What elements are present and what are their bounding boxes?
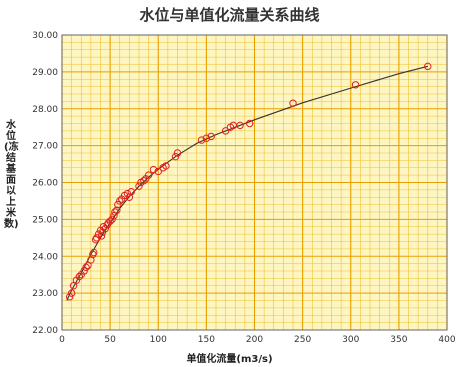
y-tick-label: 22.00 [32,326,58,336]
y-tick-label: 26.00 [32,179,58,189]
data-point [123,189,132,198]
data-point [69,282,78,290]
x-tick-label: 150 [198,335,215,345]
data-point [351,81,360,89]
data-point [75,272,84,281]
data-point [80,267,88,275]
y-tick-label: 28.00 [32,105,58,115]
data-point [104,219,112,227]
y-tick-label: 25.00 [32,215,58,225]
data-point [154,167,162,176]
data-point [149,165,158,174]
y-axis-label: 水位(冻结基面以上米数) [4,120,19,230]
data-point [82,263,90,272]
data-point [245,119,254,128]
data-point [108,215,116,224]
data-point [127,188,136,196]
x-tick-label: 300 [342,335,359,345]
y-tick-label: 23.00 [32,289,58,299]
data-point [101,224,110,233]
data-point [171,152,180,161]
data-point [144,171,153,179]
data-point [97,232,106,240]
data-point [197,136,206,144]
plot-frame [61,34,448,331]
y-tick-label: 27.00 [32,142,58,152]
y-tick-label: 30.00 [32,31,58,41]
x-tick-label: 350 [390,335,407,345]
data-point [113,206,121,214]
data-point [84,261,92,270]
data-point [173,149,182,157]
data-point [162,162,170,170]
x-tick-label: 400 [438,335,455,345]
data-point [221,127,230,135]
data-point [236,121,244,130]
x-tick-label: 200 [246,335,263,345]
x-tick-label: 0 [59,335,65,345]
x-tick-label: 250 [294,335,311,345]
data-point [114,200,122,209]
data-point [66,293,74,301]
data-point [99,223,108,231]
data-point [140,176,148,185]
data-point [92,234,101,242]
data-point [110,211,118,220]
x-tick-label: 50 [104,335,116,345]
data-point [90,248,98,257]
data-point [111,208,119,216]
data-point [67,289,76,297]
chart-title: 水位与单值化流量关系曲线 [139,6,320,24]
y-tick-label: 24.00 [32,252,58,262]
y-tick-label: 29.00 [32,68,58,78]
data-point [202,134,211,142]
data-point [116,197,124,205]
data-point [135,182,143,190]
x-tick-label: 100 [150,335,167,345]
data-point [424,62,432,71]
x-axis-label: 单值化流量(m3/s) [186,354,273,365]
data-point [207,132,215,141]
data-point [106,217,114,225]
data-point [289,99,297,107]
